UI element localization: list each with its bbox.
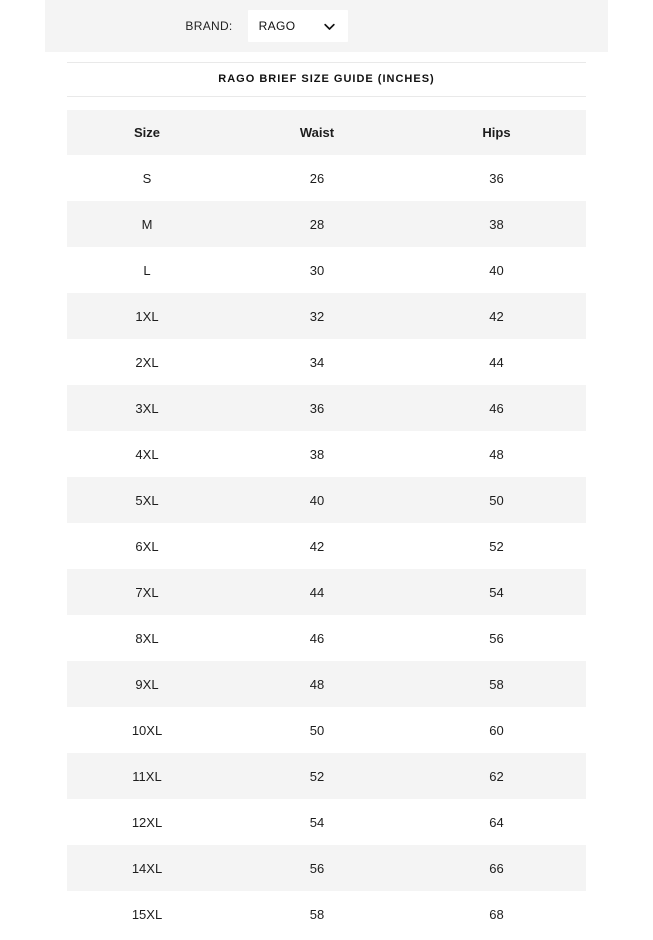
size-cell: L — [143, 262, 151, 278]
hips-cell: 54 — [489, 584, 504, 600]
hips-cell: 40 — [489, 262, 504, 278]
waist-cell: 36 — [309, 400, 325, 416]
hips-cell: 52 — [489, 538, 504, 554]
size-cell: S — [142, 170, 152, 186]
size-cell: 2XL — [135, 354, 159, 370]
hips-cell: 36 — [489, 170, 504, 186]
size-table: Size Waist Hips S 26 36 M 28 38 L 30 40 1XL 32 42 2X… — [67, 110, 586, 937]
table-row: 12XL 54 64 — [67, 799, 586, 845]
divider-top — [67, 62, 586, 63]
waist-cell: 46 — [309, 630, 325, 646]
table-row: 11XL 52 62 — [67, 753, 586, 799]
size-cell: 9XL — [135, 676, 159, 692]
divider-bottom — [67, 96, 586, 97]
waist-cell: 30 — [309, 262, 325, 278]
size-cell: 7XL — [135, 584, 159, 600]
size-cell: 8XL — [135, 630, 159, 646]
size-cell: 4XL — [135, 446, 159, 462]
hips-cell: 60 — [489, 722, 504, 738]
table-row: L 30 40 — [67, 247, 586, 293]
table-row: 10XL 50 60 — [67, 707, 586, 753]
brand-label: BRAND: — [185, 19, 233, 33]
brand-select-value: RAGO — [258, 19, 296, 33]
hips-cell: 68 — [489, 906, 504, 922]
hips-cell: 42 — [489, 308, 504, 324]
hips-cell: 58 — [489, 676, 504, 692]
waist-cell: 32 — [309, 308, 325, 324]
size-cell: 3XL — [135, 400, 159, 416]
column-header-waist: Waist — [299, 125, 335, 140]
table-row: M 28 38 — [67, 201, 586, 247]
table-row: 3XL 36 46 — [67, 385, 586, 431]
table-row: 14XL 56 66 — [67, 845, 586, 891]
brand-selector-bar: BRAND: RAGO — [45, 0, 608, 52]
table-row: 1XL 32 42 — [67, 293, 586, 339]
size-cell: 1XL — [135, 308, 159, 324]
column-header-size: Size — [133, 125, 160, 140]
size-cell: M — [141, 216, 153, 232]
waist-cell: 56 — [309, 860, 325, 876]
hips-cell: 62 — [489, 768, 504, 784]
table-row: 6XL 42 52 — [67, 523, 586, 569]
size-cell: 10XL — [131, 722, 163, 738]
table-row: 7XL 44 54 — [67, 569, 586, 615]
size-cell: 15XL — [131, 906, 163, 922]
table-row: 5XL 40 50 — [67, 477, 586, 523]
waist-cell: 34 — [309, 354, 325, 370]
hips-cell: 64 — [489, 814, 504, 830]
waist-cell: 42 — [309, 538, 325, 554]
size-cell: 14XL — [131, 860, 163, 876]
table-row: 4XL 38 48 — [67, 431, 586, 477]
hips-cell: 66 — [489, 860, 504, 876]
size-cell: 5XL — [135, 492, 159, 508]
column-header-hips: Hips — [482, 125, 511, 140]
hips-cell: 46 — [489, 400, 504, 416]
brand-select[interactable]: RAGO — [247, 10, 348, 42]
size-guide-title: RAGO BRIEF SIZE GUIDE (INCHES) — [218, 73, 435, 85]
size-cell: 12XL — [131, 814, 163, 830]
brand-selector-group: BRAND: RAGO — [185, 10, 348, 42]
table-row: 2XL 34 44 — [67, 339, 586, 385]
waist-cell: 26 — [309, 170, 325, 186]
waist-cell: 44 — [309, 584, 325, 600]
size-cell: 11XL — [132, 768, 162, 784]
size-cell: 6XL — [135, 538, 159, 554]
waist-cell: 58 — [309, 906, 325, 922]
waist-cell: 50 — [309, 722, 325, 738]
table-row: 15XL 58 68 — [67, 891, 586, 937]
table-row: 9XL 48 58 — [67, 661, 586, 707]
waist-cell: 52 — [309, 768, 325, 784]
waist-cell: 48 — [309, 676, 325, 692]
hips-cell: 56 — [489, 630, 504, 646]
hips-cell: 48 — [489, 446, 504, 462]
waist-cell: 28 — [309, 216, 325, 232]
hips-cell: 44 — [489, 354, 504, 370]
waist-cell: 40 — [309, 492, 325, 508]
table-row: 8XL 46 56 — [67, 615, 586, 661]
waist-cell: 38 — [309, 446, 325, 462]
hips-cell: 38 — [489, 216, 504, 232]
table-header-row: Size Waist Hips — [67, 110, 586, 155]
size-guide-panel: RAGO BRIEF SIZE GUIDE (INCHES) Size Wais… — [67, 52, 586, 937]
chevron-down-icon — [322, 19, 337, 34]
table-row: S 26 36 — [67, 155, 586, 201]
waist-cell: 54 — [309, 814, 325, 830]
hips-cell: 50 — [489, 492, 504, 508]
table-body: S 26 36 M 28 38 L 30 40 1XL 32 42 2XL 34 44 3XL 36 46 4XL 3… — [67, 155, 586, 937]
